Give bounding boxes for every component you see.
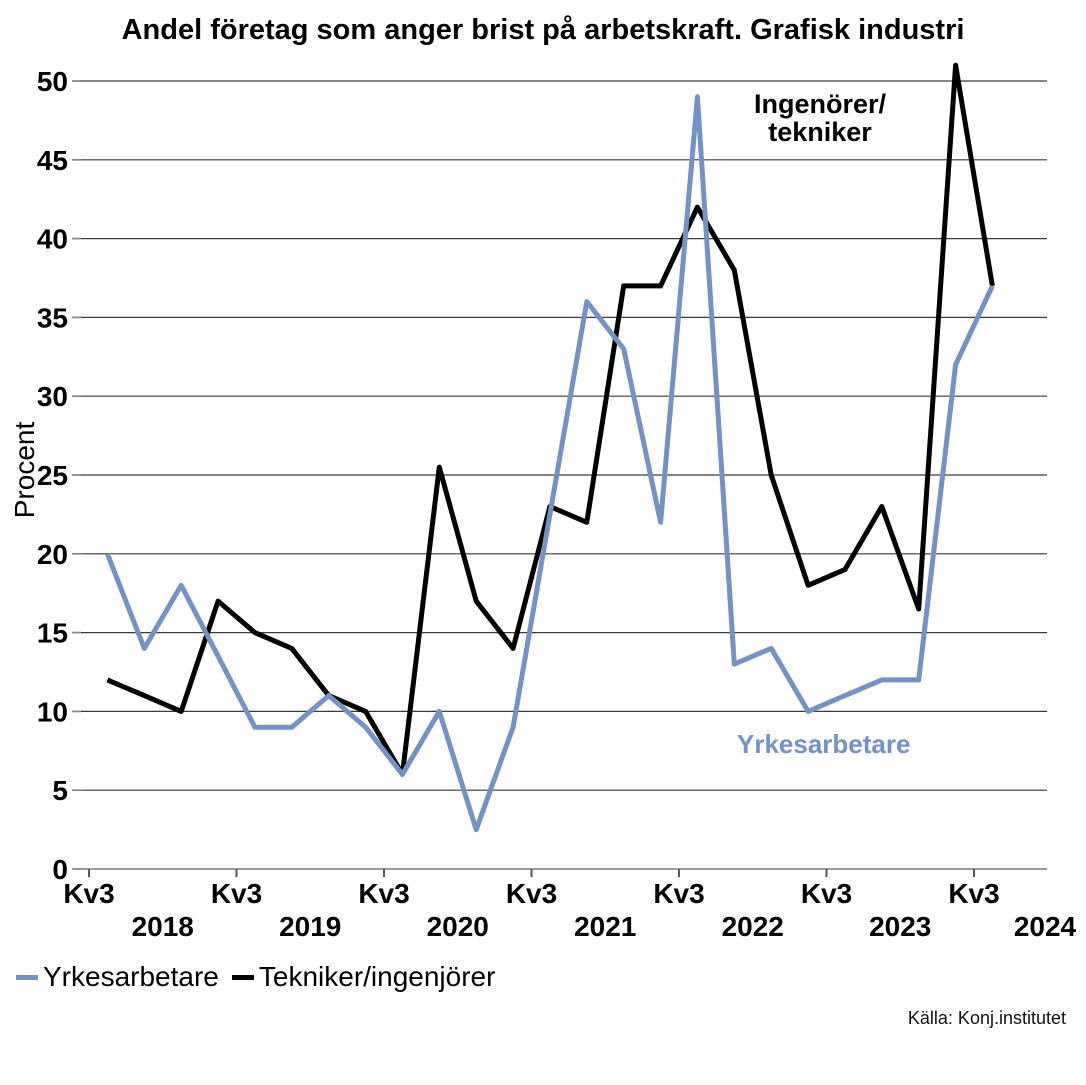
series-line-tekniker-ingenj-rer xyxy=(106,62,995,777)
y-tick-label: 10 xyxy=(37,696,68,727)
annotation-workers: Yrkesarbetare xyxy=(737,729,911,759)
annotation-engineers-line2: tekniker xyxy=(768,117,872,147)
x-tick-label-kv3: Kv3 xyxy=(358,878,409,909)
y-tick-label: 45 xyxy=(37,145,68,176)
legend-line-swatch-black xyxy=(231,974,254,980)
x-year-label: 2022 xyxy=(722,911,784,942)
y-tick-label: 5 xyxy=(52,775,68,806)
y-axis-title: Procent xyxy=(9,421,40,519)
y-tick-label: 0 xyxy=(52,854,68,885)
annotation-engineers-line1: Ingenörer/ xyxy=(753,89,887,119)
x-tick-label-kv3: Kv3 xyxy=(801,878,852,909)
y-tick-label: 35 xyxy=(37,302,68,333)
y-tick-label: 25 xyxy=(37,460,68,491)
y-tick-label: 20 xyxy=(37,539,68,570)
legend-item-tekniker: Tekniker/ingenjörer xyxy=(231,961,496,993)
legend: Yrkesarbetare Tekniker/ingenjörer xyxy=(16,961,495,993)
x-tick-label-kv3: Kv3 xyxy=(948,878,999,909)
y-tick-label: 40 xyxy=(37,224,68,255)
x-year-label: 2023 xyxy=(869,911,931,942)
legend-line-swatch-blue xyxy=(16,974,38,980)
legend-label: Yrkesarbetare xyxy=(43,961,219,992)
x-year-label: 2020 xyxy=(427,911,489,942)
x-year-label: 2021 xyxy=(574,911,636,942)
y-tick-label: 30 xyxy=(37,381,68,412)
y-tick-label: 50 xyxy=(37,66,68,97)
x-year-label: 2024 xyxy=(1014,911,1077,942)
x-tick-label-kv3: Kv3 xyxy=(211,878,262,909)
chart-title: Andel företag som anger brist på arbetsk… xyxy=(121,14,965,46)
source-text: Källa: Konj.institutet xyxy=(907,1008,1066,1028)
annotation-engineers: Ingenörer/ tekniker xyxy=(754,90,886,146)
x-tick-label-kv3: Kv3 xyxy=(63,878,114,909)
y-tick-label: 15 xyxy=(37,618,68,649)
x-year-label: 2019 xyxy=(279,911,341,942)
legend-label: Tekniker/ingenjörer xyxy=(258,961,496,992)
series-line-yrkesarbetare xyxy=(105,94,995,833)
x-tick-label-kv3: Kv3 xyxy=(653,878,704,909)
legend-item-yrkesarbetare: Yrkesarbetare xyxy=(16,961,219,993)
x-tick-label-kv3: Kv3 xyxy=(506,878,557,909)
x-year-label: 2018 xyxy=(132,911,194,942)
